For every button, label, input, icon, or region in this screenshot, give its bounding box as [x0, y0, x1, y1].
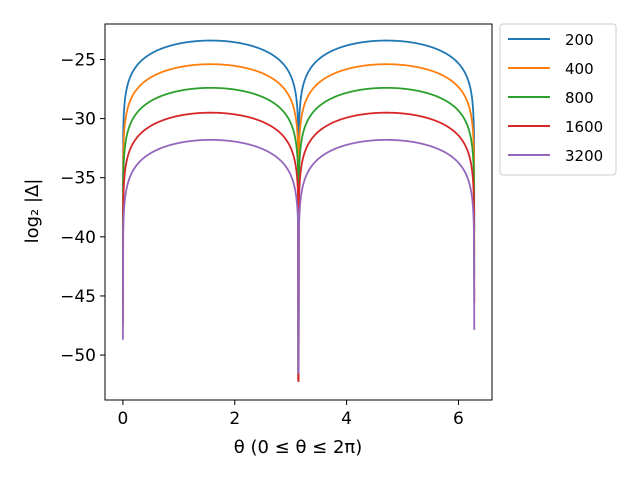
- series-line-1600: [122, 111, 476, 382]
- y-tick-label: −30: [60, 110, 96, 130]
- legend-entry: 3200: [565, 147, 603, 165]
- plot-frame: [104, 23, 493, 401]
- legend-box: [499, 23, 617, 176]
- y-axis-ticks: −25 −30 −35 −40 −45 −50: [60, 50, 105, 366]
- x-tick-label: 2: [229, 409, 240, 429]
- legend-entry: 400: [565, 60, 594, 78]
- x-tick-label: 0: [117, 409, 128, 429]
- x-axis-ticks: 0 2 4 6: [117, 400, 464, 429]
- y-axis-label: log₂ |Δ|: [22, 179, 43, 244]
- y-tick-label: −45: [60, 287, 96, 307]
- y-tick-label: −50: [60, 346, 96, 366]
- x-axis-label: θ (0 ≤ θ ≤ 2π): [234, 437, 363, 458]
- legend-entry: 200: [565, 31, 594, 49]
- series-line-3200: [122, 138, 476, 374]
- x-tick-label: 4: [341, 409, 352, 429]
- legend: 200 400 800 1600 3200: [499, 23, 617, 176]
- x-tick-label: 6: [453, 409, 464, 429]
- legend-entry: 800: [565, 89, 594, 107]
- legend-entry: 1600: [565, 118, 603, 136]
- y-tick-label: −35: [60, 169, 96, 189]
- y-tick-label: −40: [60, 228, 96, 248]
- plot-area: [122, 39, 476, 382]
- y-tick-label: −25: [60, 50, 96, 70]
